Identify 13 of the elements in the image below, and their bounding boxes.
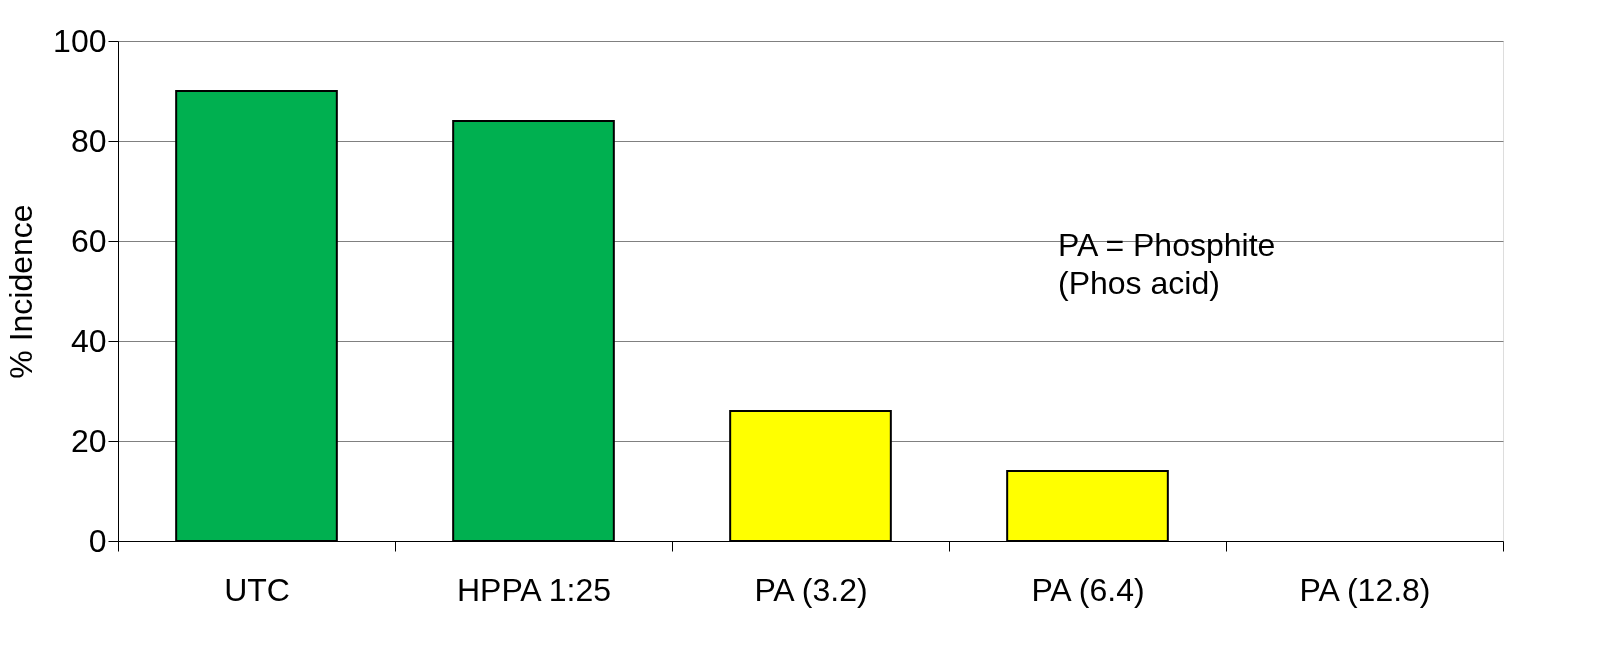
x-tick-label: PA (6.4) [1031, 571, 1145, 608]
y-tick-label: 0 [88, 522, 107, 559]
x-tick-label: UTC [224, 571, 290, 608]
y-axis-title: % Incidence [3, 204, 40, 379]
y-tick-label: 100 [53, 22, 107, 59]
y-tick-label: 60 [70, 222, 107, 259]
x-tick-label: PA (3.2) [754, 571, 868, 608]
x-tick-label: PA (12.8) [1299, 571, 1431, 608]
y-tick-label: 40 [70, 322, 107, 359]
y-tick-label: 20 [70, 422, 107, 459]
annotation: PA = Phosphite (Phos acid) [1058, 227, 1276, 301]
y-tick-label: 80 [70, 122, 107, 159]
x-tick-label: HPPA 1:25 [456, 571, 612, 608]
